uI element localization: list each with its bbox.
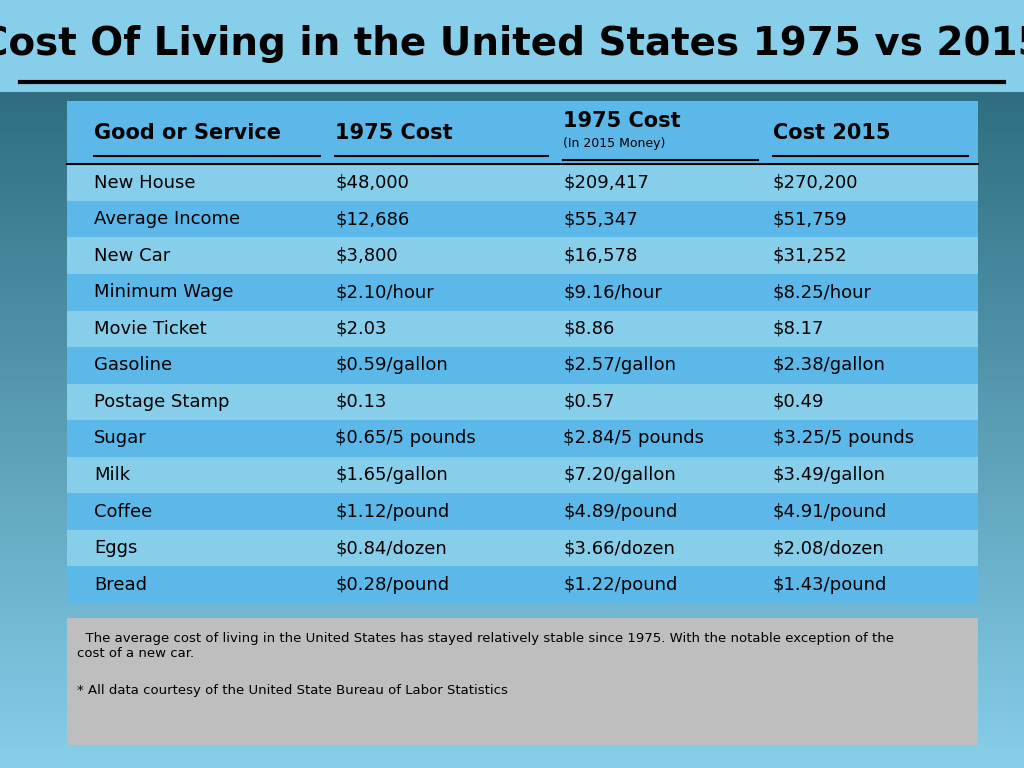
Text: Postage Stamp: Postage Stamp [94, 393, 229, 411]
Text: $3.25/5 pounds: $3.25/5 pounds [773, 429, 914, 448]
FancyBboxPatch shape [67, 274, 978, 310]
Text: $2.03: $2.03 [336, 319, 387, 338]
FancyBboxPatch shape [67, 384, 978, 420]
Text: $3.49/gallon: $3.49/gallon [773, 466, 886, 484]
Text: New House: New House [94, 174, 196, 192]
Text: $8.86: $8.86 [563, 319, 614, 338]
Text: Sugar: Sugar [94, 429, 146, 448]
Text: $1.65/gallon: $1.65/gallon [336, 466, 449, 484]
Text: $0.13: $0.13 [336, 393, 387, 411]
FancyBboxPatch shape [0, 0, 1024, 92]
FancyBboxPatch shape [67, 493, 978, 530]
Text: Cost Of Living in the United States 1975 vs 2015: Cost Of Living in the United States 1975… [0, 25, 1024, 63]
Text: $48,000: $48,000 [336, 174, 410, 192]
Text: 1975 Cost: 1975 Cost [336, 123, 453, 143]
Text: $2.57/gallon: $2.57/gallon [563, 356, 676, 374]
Text: Coffee: Coffee [94, 502, 153, 521]
Text: Bread: Bread [94, 575, 146, 594]
FancyBboxPatch shape [67, 618, 978, 745]
Text: * All data courtesy of the United State Bureau of Labor Statistics: * All data courtesy of the United State … [77, 684, 508, 697]
Text: (In 2015 Money): (In 2015 Money) [563, 137, 666, 150]
Text: $12,686: $12,686 [336, 210, 410, 228]
FancyBboxPatch shape [67, 237, 978, 274]
Text: $1.43/pound: $1.43/pound [773, 575, 887, 594]
Text: $9.16/hour: $9.16/hour [563, 283, 663, 301]
Text: Milk: Milk [94, 466, 130, 484]
FancyBboxPatch shape [67, 530, 978, 566]
Text: $4.91/pound: $4.91/pound [773, 502, 887, 521]
Text: $8.17: $8.17 [773, 319, 824, 338]
Text: The average cost of living in the United States has stayed relatively stable sin: The average cost of living in the United… [77, 632, 894, 660]
Text: $16,578: $16,578 [563, 247, 638, 265]
Text: $2.84/5 pounds: $2.84/5 pounds [563, 429, 705, 448]
Text: $2.38/gallon: $2.38/gallon [773, 356, 886, 374]
Text: Minimum Wage: Minimum Wage [94, 283, 233, 301]
Text: $55,347: $55,347 [563, 210, 638, 228]
Text: $2.08/dozen: $2.08/dozen [773, 539, 885, 557]
Text: Gasoline: Gasoline [94, 356, 172, 374]
FancyBboxPatch shape [67, 457, 978, 493]
FancyBboxPatch shape [67, 347, 978, 384]
Text: 1975 Cost: 1975 Cost [563, 111, 681, 131]
Text: $1.22/pound: $1.22/pound [563, 575, 678, 594]
Text: $0.65/5 pounds: $0.65/5 pounds [336, 429, 476, 448]
FancyBboxPatch shape [67, 201, 978, 237]
Text: $0.28/pound: $0.28/pound [336, 575, 450, 594]
FancyBboxPatch shape [67, 164, 978, 201]
Text: $2.10/hour: $2.10/hour [336, 283, 434, 301]
FancyBboxPatch shape [67, 566, 978, 603]
Text: $7.20/gallon: $7.20/gallon [563, 466, 676, 484]
Text: New Car: New Car [94, 247, 170, 265]
FancyBboxPatch shape [67, 420, 978, 457]
Text: Movie Ticket: Movie Ticket [94, 319, 207, 338]
Text: $31,252: $31,252 [773, 247, 848, 265]
Text: $3,800: $3,800 [336, 247, 398, 265]
Text: $1.12/pound: $1.12/pound [336, 502, 450, 521]
Text: $3.66/dozen: $3.66/dozen [563, 539, 675, 557]
Text: $8.25/hour: $8.25/hour [773, 283, 871, 301]
Text: $51,759: $51,759 [773, 210, 848, 228]
Text: Cost 2015: Cost 2015 [773, 123, 890, 143]
Text: Good or Service: Good or Service [94, 123, 281, 143]
Text: Eggs: Eggs [94, 539, 137, 557]
Text: $0.57: $0.57 [563, 393, 614, 411]
Text: $270,200: $270,200 [773, 174, 858, 192]
Text: $209,417: $209,417 [563, 174, 649, 192]
Text: Average Income: Average Income [94, 210, 240, 228]
Text: $0.84/dozen: $0.84/dozen [336, 539, 447, 557]
Text: $4.89/pound: $4.89/pound [563, 502, 678, 521]
FancyBboxPatch shape [67, 101, 978, 603]
Text: $0.59/gallon: $0.59/gallon [336, 356, 449, 374]
Text: $0.49: $0.49 [773, 393, 824, 411]
FancyBboxPatch shape [67, 310, 978, 347]
